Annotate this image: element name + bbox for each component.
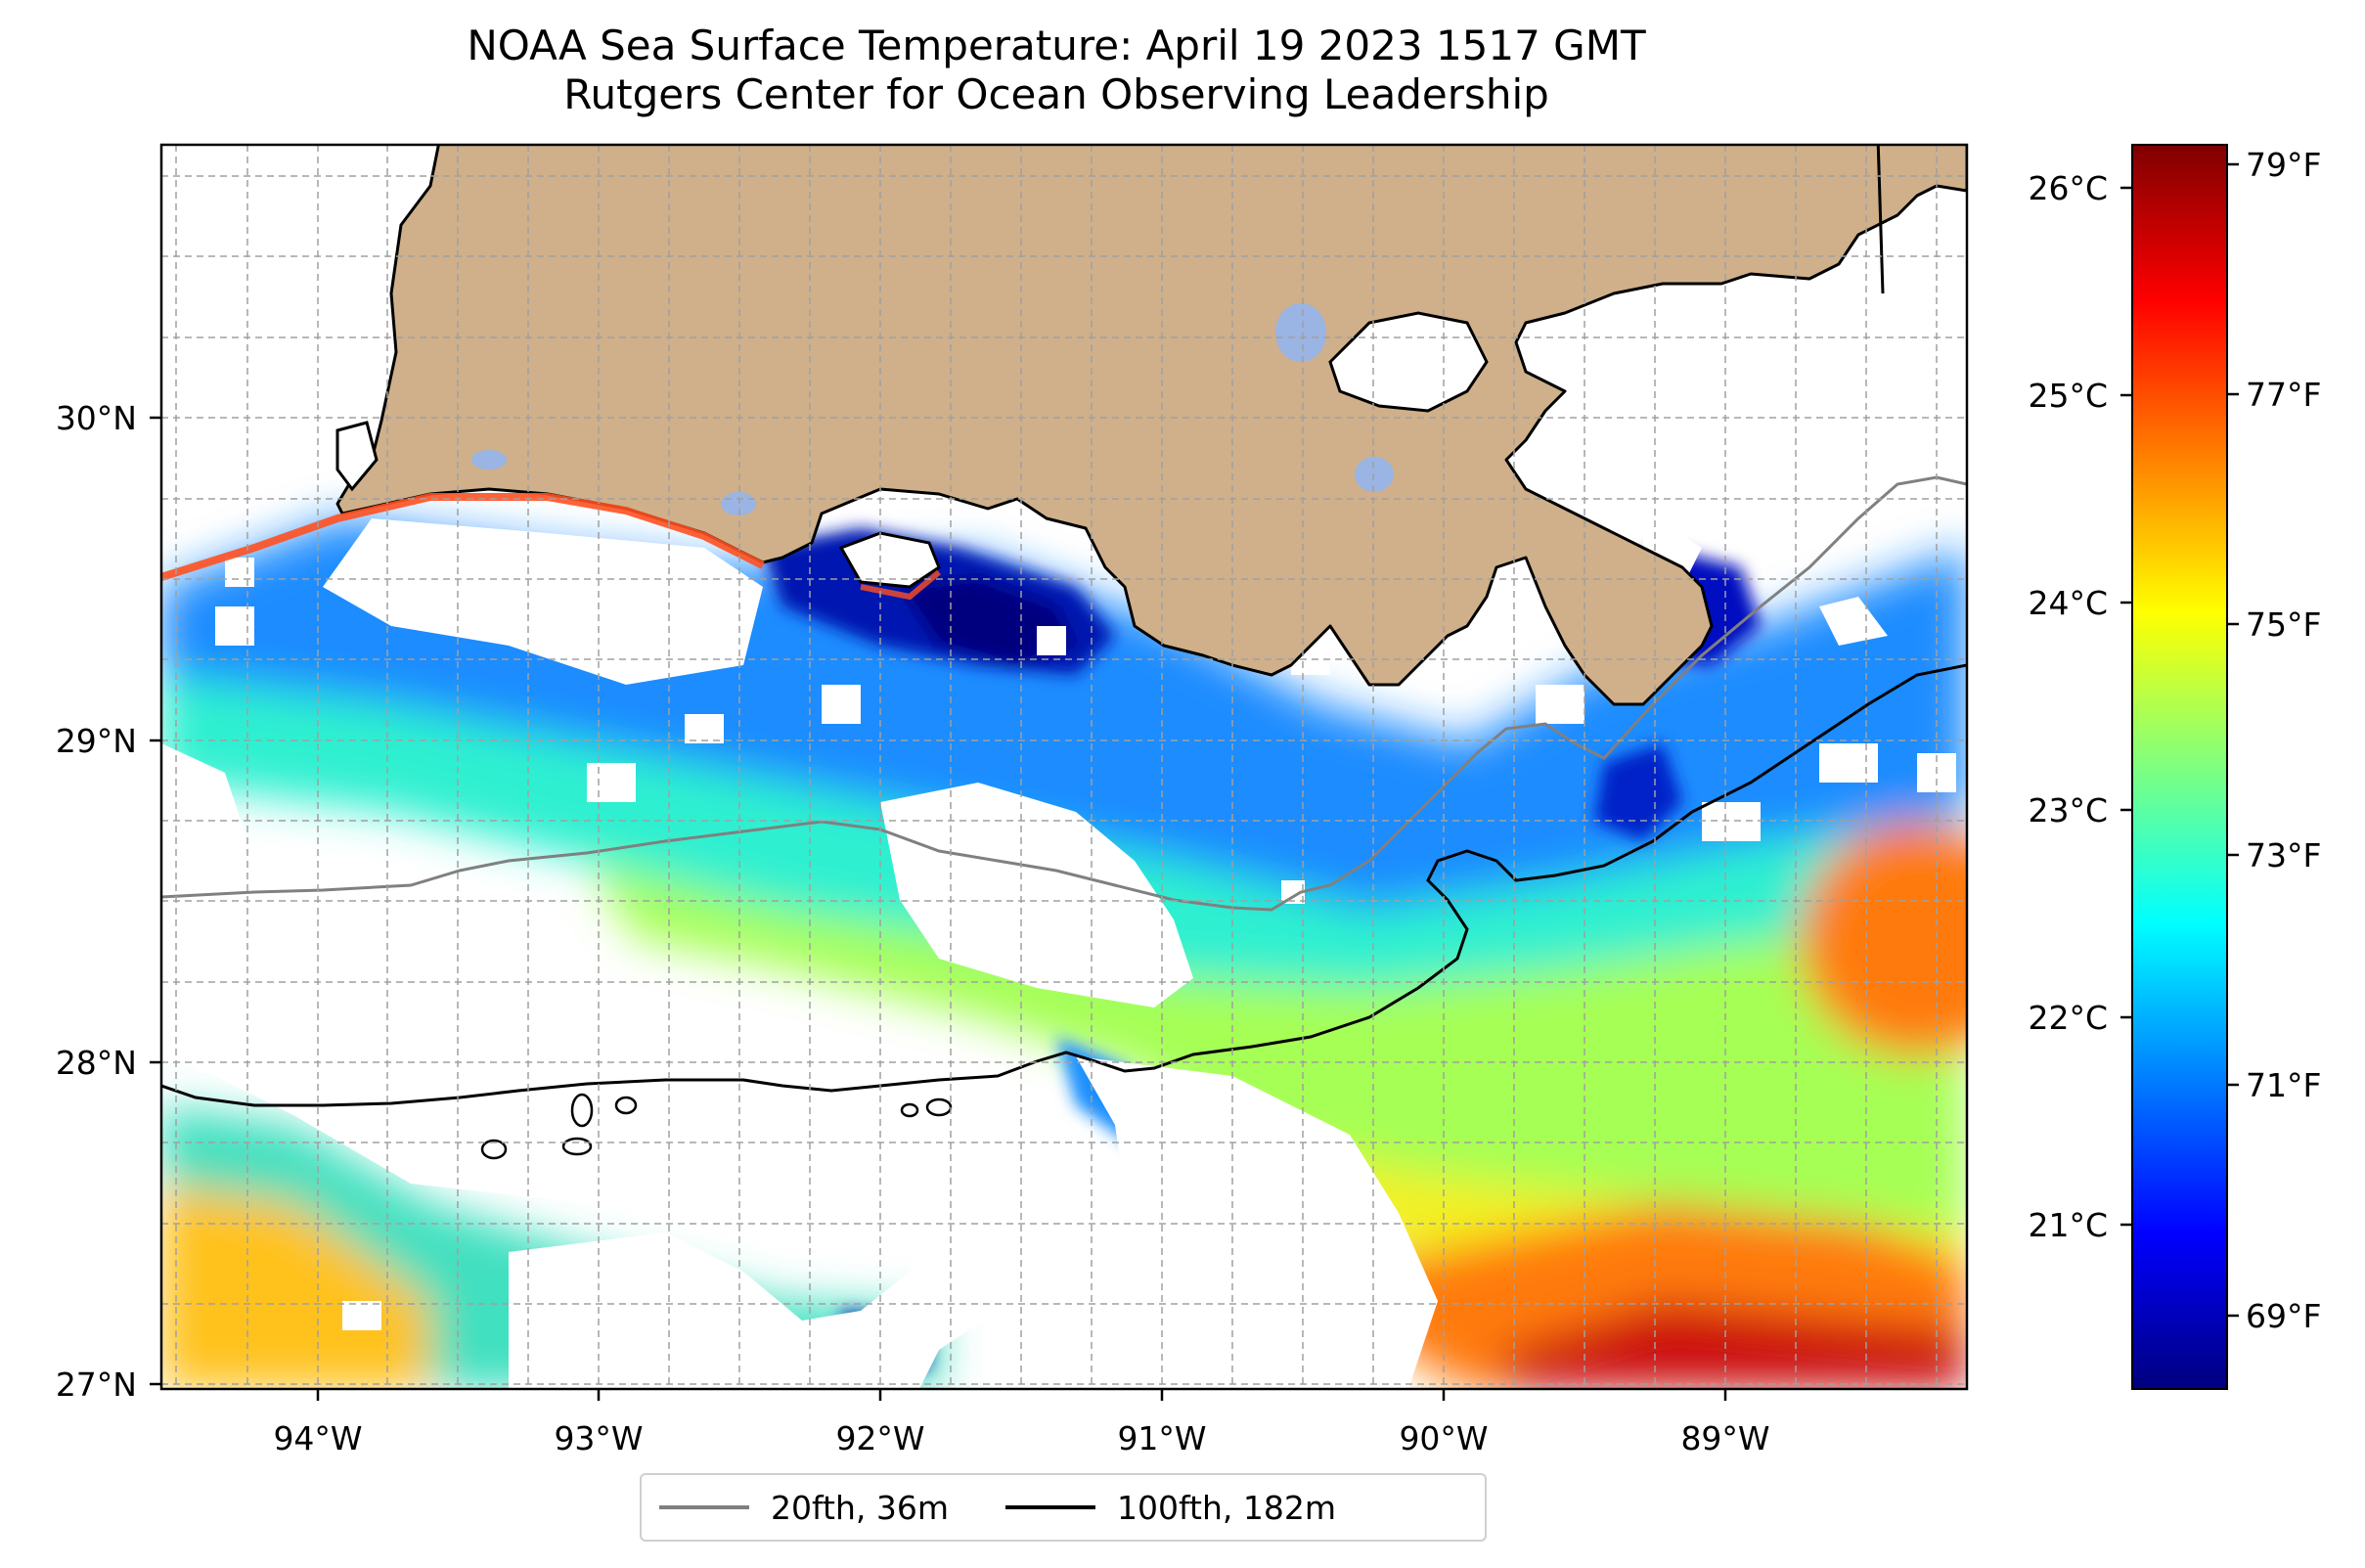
lat-label: 30°N [56,399,137,437]
lon-label: 89°W [1680,1419,1769,1457]
legend-item-20fth: 20fth, 36m [659,1489,949,1527]
legend-label: 20fth, 36m [771,1488,949,1527]
colorbar-celsius-label: 24°C [2028,584,2108,622]
legend-swatch-black-line [1005,1505,1095,1509]
colorbar-fahrenheit-label: 71°F [2246,1066,2321,1104]
map-panel [161,145,1967,1389]
colorbar-celsius-label: 23°C [2028,791,2108,829]
lat-label: 29°N [56,722,137,760]
map-subtitle: Rutgers Center for Ocean Observing Leade… [563,70,1549,118]
colorbar-fahrenheit-label: 69°F [2246,1297,2321,1335]
legend-label: 100fth, 182m [1117,1488,1336,1527]
colorbar-fahrenheit-ticks [2227,162,2239,1318]
lake-pontchartrain [471,303,1394,515]
map-frame [159,143,1969,1391]
lon-ticks [316,1389,1727,1401]
colorbar-fahrenheit-label: 73°F [2246,836,2321,874]
isobath-20fth [161,475,1967,912]
colorbar-fahrenheit-label: 75°F [2246,605,2321,644]
colorbar-fahrenheit-label: 77°F [2246,376,2321,414]
state-boundary-line [1876,145,1885,294]
lon-label: 92°W [835,1419,924,1457]
legend-swatch-grey-line [659,1505,749,1509]
gridlines [161,145,1967,1389]
lon-label: 90°W [1399,1419,1488,1457]
lat-label: 28°N [56,1044,137,1082]
map-title: NOAA Sea Surface Temperature: April 19 2… [467,22,1646,69]
colorbar-celsius-label: 21°C [2028,1206,2108,1244]
lat-label: 27°N [56,1366,137,1404]
isobath-100fth-islands [480,1093,953,1160]
warm-coastal-fringe [161,493,765,581]
title-block: NOAA Sea Surface Temperature: April 19 2… [0,22,2113,119]
colorbar-fahrenheit-label: 79°F [2246,146,2321,184]
isobath-100fth [161,663,1967,1107]
legend-item-100fth: 100fth, 182m [1005,1489,1336,1527]
colorbar-celsius-label: 26°C [2028,169,2108,207]
lon-label: 94°W [273,1419,362,1457]
colorbar-celsius-label: 22°C [2028,999,2108,1037]
colorbar-celsius-label: 25°C [2028,377,2108,415]
colorbar-celsius-ticks [2120,186,2132,1227]
lat-ticks [150,416,161,1386]
colorbar [2131,144,2228,1390]
lon-label: 91°W [1117,1419,1206,1457]
legend: 20fth, 36m 100fth, 182m [640,1473,1487,1542]
lon-label: 93°W [554,1419,643,1457]
